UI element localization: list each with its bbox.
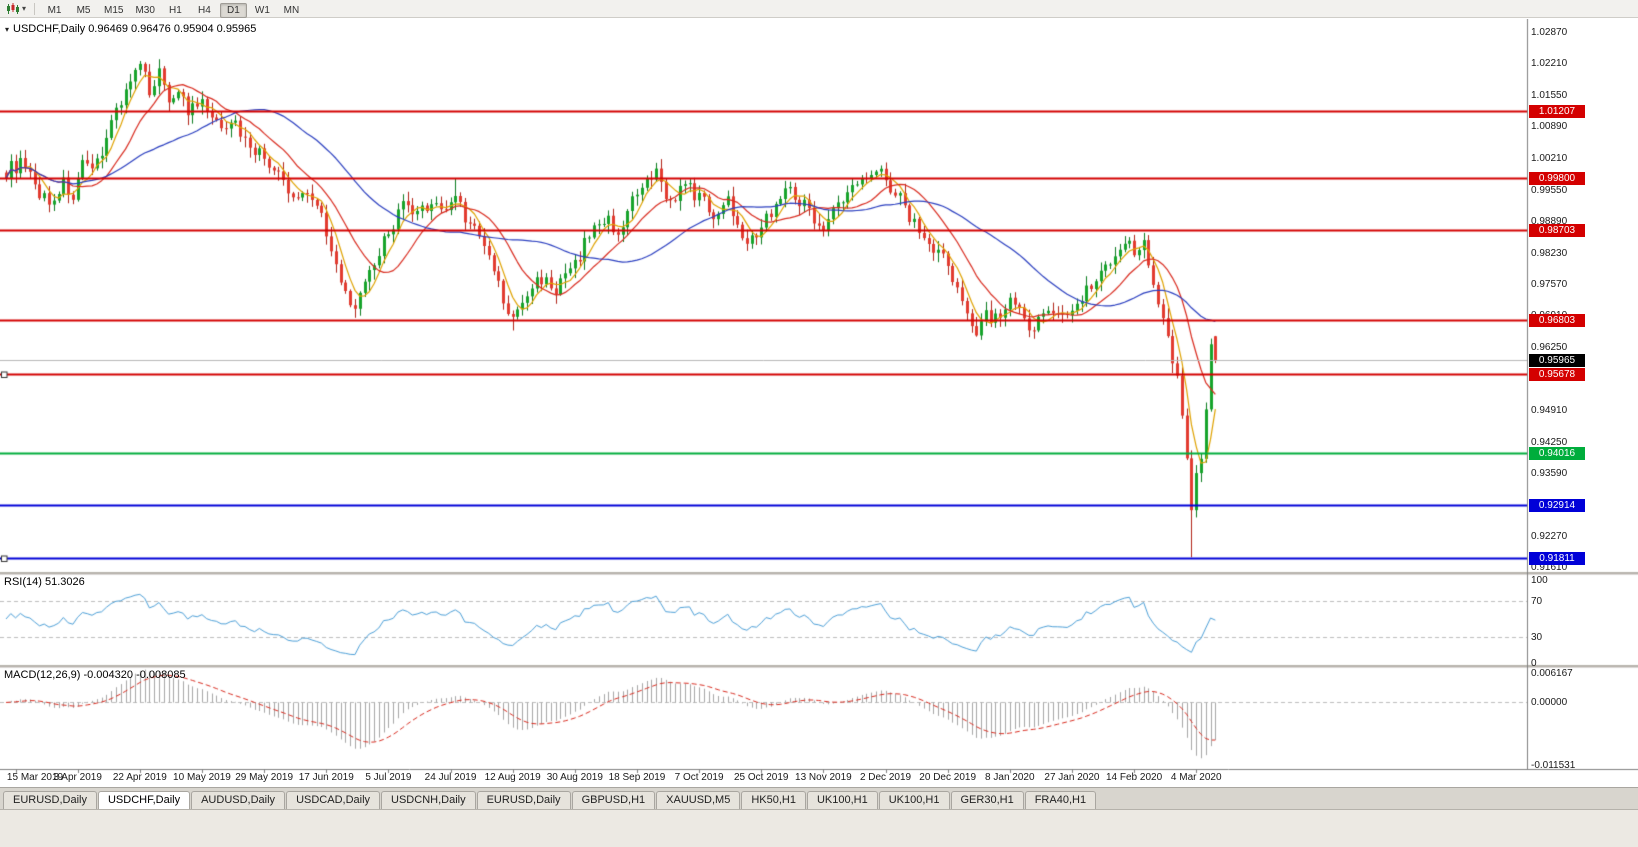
timeframe-button-m30[interactable]: M30 bbox=[135, 4, 155, 16]
chart-tab[interactable]: EURUSD,Daily bbox=[3, 791, 97, 809]
rsi-axis-label: 70 bbox=[1531, 596, 1543, 608]
chart-tab[interactable]: HK50,H1 bbox=[741, 791, 806, 809]
timeframe-button-h1[interactable]: H1 bbox=[169, 4, 182, 16]
date-axis-label: 20 Dec 2019 bbox=[919, 772, 977, 783]
date-axis-label: 2 Dec 2019 bbox=[859, 772, 912, 783]
top-toolbar: ▾ M1 M5 M15 M30 H1 H4 D1 W1 MN bbox=[0, 0, 1638, 18]
price-line-badge: 0.91811 bbox=[1529, 551, 1585, 565]
macd-axis-label: 0.00000 bbox=[1531, 697, 1568, 709]
chart-type-icon[interactable] bbox=[6, 2, 20, 15]
price-axis-label: 0.98230 bbox=[1531, 247, 1568, 259]
price-axis-label: 0.96250 bbox=[1531, 341, 1568, 353]
chart-tab[interactable]: FRA40,H1 bbox=[1024, 791, 1097, 809]
date-axis-label: 7 Oct 2019 bbox=[674, 772, 724, 783]
timeframe-button-d1[interactable]: D1 bbox=[219, 2, 247, 18]
chart-tab[interactable]: USDCNH,Daily bbox=[381, 791, 476, 809]
date-axis-label: 30 Aug 2019 bbox=[546, 772, 603, 783]
symbol-ohlc-text: USDCHF,Daily 0.96469 0.96476 0.95904 0.9… bbox=[13, 23, 257, 35]
price-line-badge: 1.01207 bbox=[1529, 105, 1585, 119]
price-axis-label: 1.02210 bbox=[1531, 58, 1568, 70]
macd-label: MACD(12,26,9) -0.004320 -0.008085 bbox=[4, 669, 186, 681]
price-axis-label: 0.92270 bbox=[1531, 530, 1568, 542]
date-axis-label: 25 Oct 2019 bbox=[733, 772, 789, 783]
date-axis-label: 5 Jul 2019 bbox=[365, 772, 412, 783]
date-axis-label: 4 Mar 2020 bbox=[1170, 772, 1222, 783]
date-axis-label: 14 Feb 2020 bbox=[1105, 772, 1163, 783]
price-axis-label: 0.93590 bbox=[1531, 468, 1568, 480]
timeframe-buttons: M1 M5 M15 M30 H1 H4 D1 W1 MN bbox=[40, 0, 306, 18]
price-line-badge: 0.94016 bbox=[1529, 446, 1585, 460]
price-axis-label: 0.98890 bbox=[1531, 216, 1568, 228]
price-axis-label: 0.94910 bbox=[1531, 405, 1568, 417]
price-axis-label: 1.00890 bbox=[1531, 121, 1568, 133]
price-line-badge: 0.99800 bbox=[1529, 171, 1585, 185]
chart-tab[interactable]: XAUUSD,M5 bbox=[656, 791, 741, 809]
symbol-expand-icon[interactable]: ▾ bbox=[5, 24, 10, 34]
price-line-badge: 0.92914 bbox=[1529, 499, 1585, 513]
date-axis-label: 27 Jan 2020 bbox=[1044, 772, 1100, 783]
date-axis-label: 8 Jan 2020 bbox=[985, 772, 1035, 783]
date-axis-label: 22 Apr 2019 bbox=[112, 772, 167, 783]
status-bar bbox=[0, 809, 1638, 847]
price-line-badge: 0.96803 bbox=[1529, 314, 1585, 328]
chart-tab[interactable]: UK100,H1 bbox=[806, 791, 878, 809]
price-axis-label: 1.01550 bbox=[1531, 89, 1568, 101]
chart-tab[interactable]: GER30,H1 bbox=[950, 791, 1024, 809]
date-axis-label: 10 May 2019 bbox=[173, 772, 231, 783]
rsi-axis-label: 30 bbox=[1531, 631, 1543, 643]
date-axis-label: 17 Jun 2019 bbox=[298, 772, 354, 783]
price-axis-label: 1.00210 bbox=[1531, 153, 1568, 165]
timeframe-button-m1[interactable]: M1 bbox=[47, 4, 62, 16]
price-axis-label: 0.99550 bbox=[1531, 184, 1568, 196]
rsi-axis-label: 0 bbox=[1531, 658, 1537, 669]
toolbar-separator bbox=[34, 2, 36, 15]
chart-tab[interactable]: GBPUSD,H1 bbox=[571, 791, 656, 809]
timeframe-button-mn[interactable]: MN bbox=[283, 4, 300, 16]
timeframe-button-h4[interactable]: H4 bbox=[198, 4, 211, 16]
chart-tab[interactable]: EURUSD,Daily bbox=[476, 791, 571, 809]
chart-tab[interactable]: USDCHF,Daily bbox=[97, 791, 191, 809]
rsi-label: RSI(14) 51.3026 bbox=[4, 576, 85, 588]
current-price-badge: 0.95965 bbox=[1529, 354, 1585, 368]
chart-tab[interactable]: AUDUSD,Daily bbox=[191, 791, 286, 809]
price-axis-label: 0.94250 bbox=[1531, 436, 1568, 448]
chart-canvas[interactable] bbox=[0, 19, 1638, 785]
chart-type-dropdown-icon[interactable]: ▾ bbox=[22, 4, 27, 13]
symbol-ohlc-label: ▾ USDCHF,Daily 0.96469 0.96476 0.95904 0… bbox=[5, 23, 256, 35]
date-axis-label: 18 Sep 2019 bbox=[608, 772, 666, 783]
chart-tab[interactable]: UK100,H1 bbox=[878, 791, 950, 809]
date-axis-label: 24 Jul 2019 bbox=[424, 772, 477, 783]
date-axis-label: 3 Apr 2019 bbox=[53, 772, 102, 783]
macd-axis-label: 0.006167 bbox=[1531, 668, 1573, 679]
macd-axis-label: -0.011531 bbox=[1531, 760, 1576, 771]
price-axis-label: 0.91610 bbox=[1531, 562, 1568, 574]
date-axis-label: 15 Mar 2019 bbox=[6, 772, 64, 783]
chart-area: ▾ USDCHF,Daily 0.96469 0.96476 0.95904 0… bbox=[0, 19, 1638, 785]
timeframe-button-m5[interactable]: M5 bbox=[76, 4, 91, 16]
chart-tab-bar: EURUSD,Daily USDCHF,Daily AUDUSD,Daily USDC… bbox=[0, 787, 1638, 809]
chart-tab[interactable]: USDCAD,Daily bbox=[286, 791, 381, 809]
date-axis-label: 29 May 2019 bbox=[235, 772, 294, 783]
rsi-axis-label: 100 bbox=[1531, 575, 1548, 586]
date-axis-label: 13 Nov 2019 bbox=[795, 772, 852, 783]
price-line-badge: 0.95678 bbox=[1529, 367, 1585, 381]
price-axis-label: 1.02870 bbox=[1531, 27, 1568, 39]
date-axis-label: 12 Aug 2019 bbox=[484, 772, 541, 783]
timeframe-button-m15[interactable]: M15 bbox=[104, 4, 124, 16]
timeframe-button-w1[interactable]: W1 bbox=[254, 4, 270, 16]
price-line-badge: 0.98703 bbox=[1529, 224, 1585, 238]
price-axis-label: 0.97570 bbox=[1531, 278, 1568, 290]
